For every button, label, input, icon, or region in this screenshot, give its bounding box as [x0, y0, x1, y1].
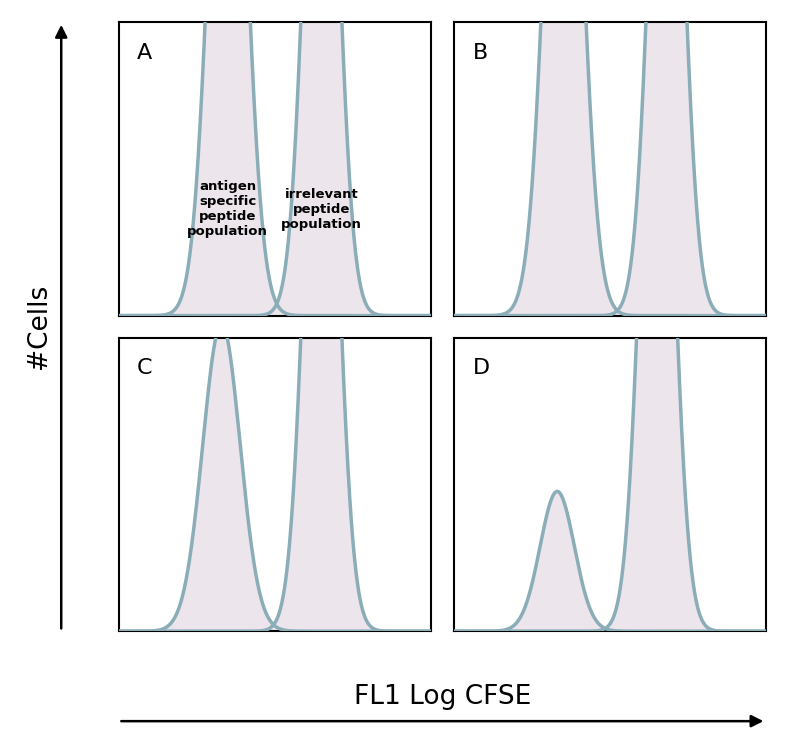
Text: B: B	[473, 43, 488, 62]
Text: irrelevant
peptide
population: irrelevant peptide population	[281, 188, 362, 231]
Text: C: C	[137, 358, 152, 378]
Text: FL1 Log CFSE: FL1 Log CFSE	[354, 684, 531, 711]
Text: antigen
specific
peptide
population: antigen specific peptide population	[187, 181, 268, 239]
Text: A: A	[137, 43, 152, 62]
Text: D: D	[473, 358, 490, 378]
Text: #Cells: #Cells	[27, 284, 52, 369]
